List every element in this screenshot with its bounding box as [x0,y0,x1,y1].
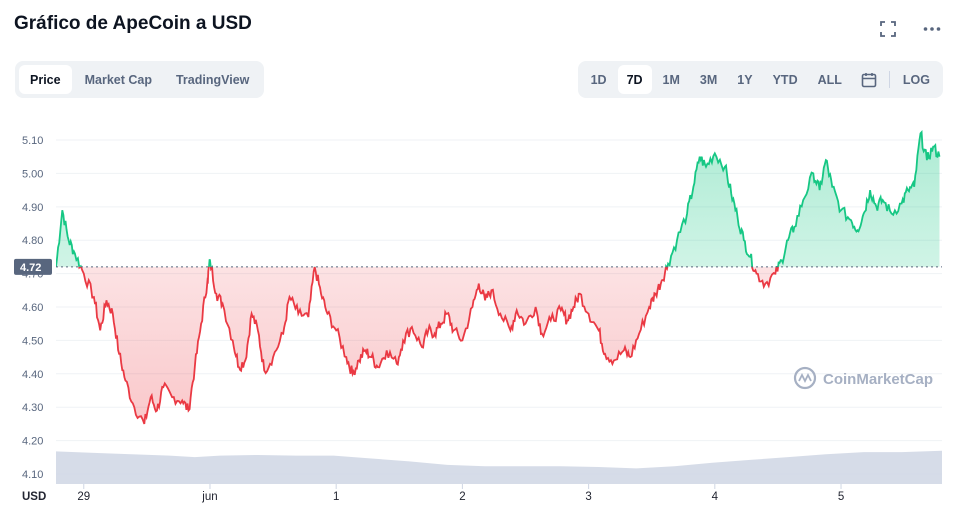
y-tick-label: 4.90 [22,202,43,214]
tab-1d[interactable]: 1D [590,72,607,87]
x-tick-label: 29 [77,491,90,503]
currency-label: USD [22,491,46,503]
volume-area [56,450,942,484]
tab-market-cap[interactable]: Market Cap [84,72,152,87]
top-toolbar [877,18,943,40]
calendar-icon[interactable] [853,65,885,94]
tab-3m[interactable]: 3M [699,72,718,87]
chart-type-tabs: Price Market Cap TradingView [15,61,265,98]
log-scale-toggle[interactable]: LOG [902,72,930,87]
y-tick-label: 4.80 [22,235,43,247]
page-title: Gráfico de ApeCoin a USD [14,13,252,34]
x-tick-label: 3 [585,491,591,503]
x-tick-label: 1 [333,491,339,503]
tab-7d[interactable]: 7D [617,65,652,94]
y-tick-label: 4.10 [22,469,43,481]
y-tick-label: 5.10 [22,135,43,147]
tab-tradingview[interactable]: TradingView [175,72,250,87]
y-tick-label: 4.50 [22,335,43,347]
x-tick-label: 5 [838,491,844,503]
y-tick-label: 4.60 [22,302,43,314]
x-tick-label: jun [201,491,217,503]
reference-price-label: 4.72 [20,262,41,274]
y-tick-label: 5.00 [22,168,43,180]
tab-price[interactable]: Price [19,65,72,94]
watermark: CoinMarketCap [793,366,933,390]
more-icon[interactable] [921,18,943,40]
tab-all[interactable]: ALL [817,72,842,87]
x-tick-label: 2 [459,491,465,503]
time-range-tabs: 1D 7D 1M 3M 1Y YTD ALL LOG [577,61,943,98]
tab-1m[interactable]: 1M [662,72,680,87]
price-area-up [56,132,940,267]
y-tick-label: 4.30 [22,402,43,414]
reference-price-badge: 4.72 [14,258,52,275]
x-tick-label: 4 [712,491,719,503]
volume-shape [56,450,942,484]
y-tick-label: 4.20 [22,436,43,448]
expand-icon[interactable] [877,18,899,40]
toolbar-divider [888,71,890,88]
price-line-up [56,130,941,267]
x-axis: 29 jun 1 2 3 4 5 [77,484,844,503]
y-axis: 4.104.204.304.404.504.604.704.804.905.00… [22,135,43,481]
y-tick-label: 4.40 [22,369,43,381]
watermark-text: CoinMarketCap [823,371,933,388]
tab-1y[interactable]: 1Y [737,72,753,87]
price-line-down [56,266,779,425]
price-area-down [56,266,940,424]
tab-ytd[interactable]: YTD [772,72,798,87]
